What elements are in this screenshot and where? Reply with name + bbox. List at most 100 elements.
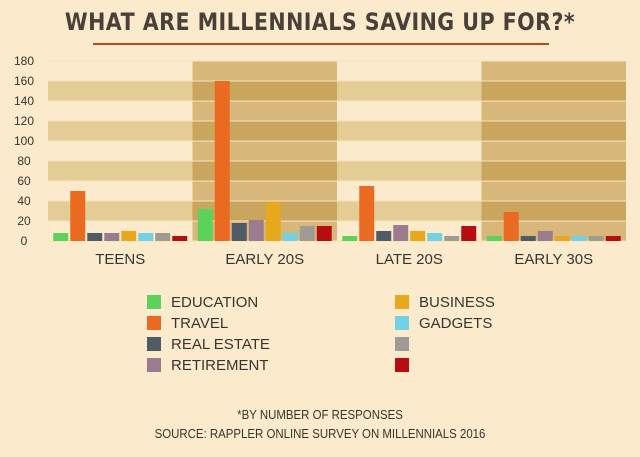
band-cell <box>192 141 337 161</box>
footnote-block: *BY NUMBER OF RESPONSES SOURCE: RAPPLER … <box>0 405 640 443</box>
bar <box>410 231 426 241</box>
band-cell <box>481 121 626 141</box>
band-cell <box>192 81 337 101</box>
bar <box>444 236 460 241</box>
band-cell <box>192 121 337 141</box>
legend-item: TRAVEL <box>147 314 228 332</box>
bar <box>376 231 392 241</box>
bar <box>588 236 604 241</box>
bar <box>155 233 171 241</box>
bar <box>265 202 281 241</box>
bar <box>70 191 86 241</box>
legend-label: TRAVEL <box>171 314 229 332</box>
band-cell <box>192 181 337 201</box>
bar <box>537 231 553 241</box>
bar <box>461 226 477 241</box>
source-text: SOURCE: RAPPLER ONLINE SURVEY ON MILLENN… <box>154 426 486 441</box>
bar <box>197 209 213 241</box>
band-cell <box>48 61 193 81</box>
y-tick-label: 140 <box>14 94 34 108</box>
legend-label: GADGETS <box>419 314 493 332</box>
legend-item: EDUCATION <box>147 293 258 311</box>
legend-swatch <box>395 295 409 309</box>
bar <box>299 226 315 241</box>
bar <box>503 212 519 241</box>
legend-item: GADGETS <box>395 314 492 332</box>
bar <box>520 236 536 241</box>
legend-swatch <box>147 295 161 309</box>
legend-label: REAL ESTATE <box>171 335 270 353</box>
bar <box>554 236 570 241</box>
y-tick-label: 20 <box>17 214 31 228</box>
y-tick-label: 100 <box>14 134 34 148</box>
y-tick-label: 180 <box>14 54 34 68</box>
gridlines <box>48 60 626 242</box>
band-cell <box>337 101 482 121</box>
x-tick-label: LATE 20S <box>376 251 443 268</box>
band-cell <box>48 81 193 101</box>
band-cell <box>192 101 337 121</box>
bar <box>359 186 375 241</box>
band-cell <box>481 161 626 181</box>
y-axis-ticks: 0 20 40 60 80 100 120 140 160 180 <box>14 54 34 248</box>
legend-label: RETIREMENT <box>171 356 269 374</box>
band-cell <box>48 221 193 241</box>
y-tick-label: 60 <box>17 174 31 188</box>
band-cell <box>337 81 482 101</box>
band-cell <box>337 201 482 221</box>
bar <box>53 233 69 241</box>
bar <box>571 236 587 241</box>
bar <box>121 231 137 241</box>
title-underline <box>93 43 549 45</box>
legend-label: BUSINESS <box>419 293 495 311</box>
x-tick-label: EARLY 30S <box>514 251 593 268</box>
bar <box>282 233 298 241</box>
band-cell <box>337 161 482 181</box>
x-tick-label: EARLY 20S <box>225 251 304 268</box>
x-axis-labels: TEENS EARLY 20S LATE 20S EARLY 30S <box>95 251 593 268</box>
bar <box>138 233 154 241</box>
legend-item <box>395 356 419 374</box>
band-cell <box>337 121 482 141</box>
legend-swatch <box>395 337 409 351</box>
bars <box>53 81 621 241</box>
band-cell <box>192 161 337 181</box>
bar <box>231 223 247 241</box>
band-cell <box>481 101 626 121</box>
band-cell <box>337 181 482 201</box>
band-cell <box>481 181 626 201</box>
band-cell <box>192 201 337 221</box>
band-cell <box>48 121 193 141</box>
legend-item: REAL ESTATE <box>147 335 270 353</box>
band-cell <box>48 141 193 161</box>
band-cell <box>192 221 337 241</box>
y-tick-label: 0 <box>21 234 28 248</box>
band-cell <box>48 201 193 221</box>
legend-swatch <box>147 358 161 372</box>
bar <box>605 236 621 241</box>
bar <box>87 233 103 241</box>
band-cell <box>337 141 482 161</box>
band-cell <box>481 81 626 101</box>
bar <box>214 81 230 241</box>
bar <box>316 226 332 241</box>
bar <box>104 233 120 241</box>
y-tick-label: 80 <box>17 154 31 168</box>
bar <box>172 236 188 241</box>
band-cell <box>337 221 482 241</box>
legend-label: EDUCATION <box>171 293 259 311</box>
bar <box>248 220 264 241</box>
band-cell <box>481 221 626 241</box>
band-cell <box>337 61 482 81</box>
bar <box>486 236 502 241</box>
bar-chart: 0 20 40 60 80 100 120 140 160 180 TEENS EARLY 20S L… <box>14 54 626 268</box>
band-cell <box>48 181 193 201</box>
y-tick-label: 40 <box>17 194 31 208</box>
y-tick-label: 120 <box>14 114 34 128</box>
bar <box>427 233 443 241</box>
y-tick-label: 160 <box>14 74 34 88</box>
x-tick-label: TEENS <box>95 251 145 268</box>
bar <box>342 236 358 241</box>
legend-swatch <box>395 316 409 330</box>
category-bands <box>48 61 626 241</box>
